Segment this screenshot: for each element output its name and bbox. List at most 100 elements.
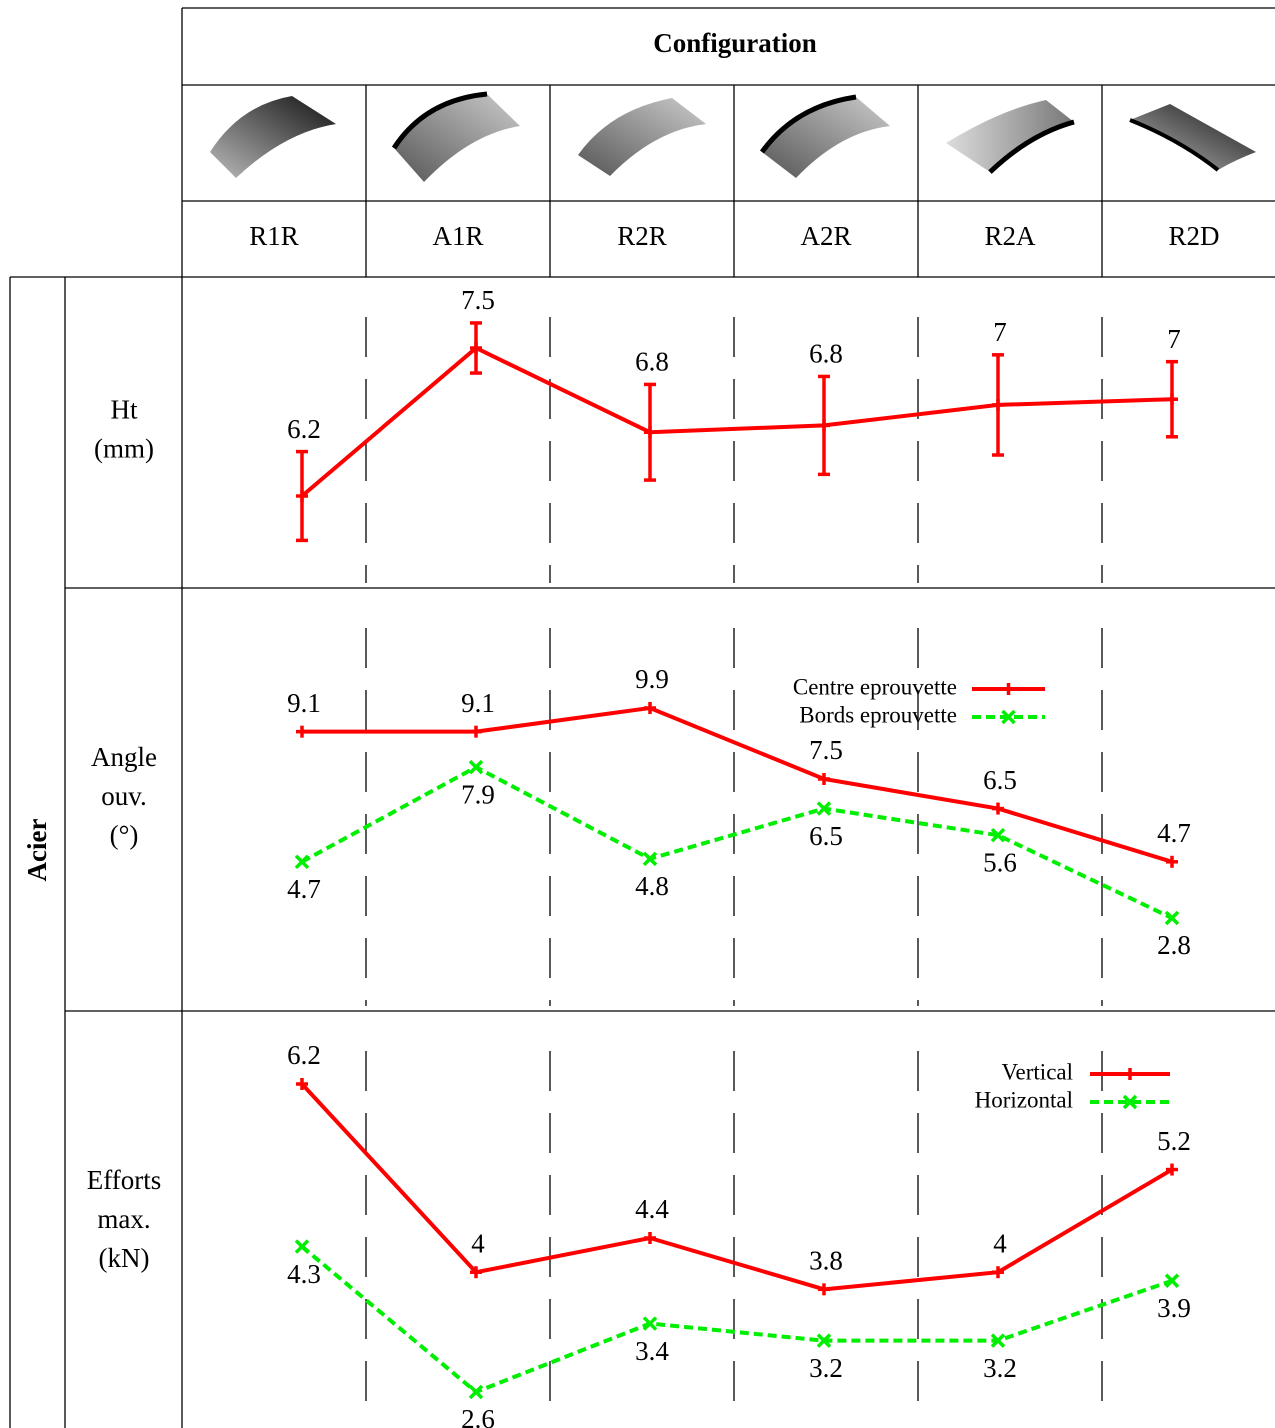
legend-marker [1002,683,1015,695]
data-label: 7 [993,317,1007,347]
marker-stroke [816,801,832,816]
marker [642,1316,658,1331]
data-label: 3.4 [635,1336,669,1366]
data-label: 7.5 [461,285,495,315]
legend-label: Vertical [1001,1059,1073,1084]
data-line [300,1245,1173,1395]
data-line [302,705,1173,864]
configuration-images [210,91,1256,182]
row-label: (°) [110,820,139,850]
data-label: 4 [993,1228,1007,1258]
marker-stroke [642,1316,658,1331]
data-label: 3.9 [1157,1293,1191,1323]
data-label: 4.8 [635,871,669,901]
marker [470,1266,482,1279]
row-label: Efforts [87,1165,162,1195]
marker [990,1333,1006,1348]
marker [1164,1273,1180,1289]
data-label: 9.1 [461,688,495,718]
marker-stroke [816,1333,832,1348]
data-line [301,764,1173,920]
column-label: A1R [432,221,483,251]
marker [816,1333,832,1348]
data-label: 7 [1167,324,1181,354]
column-label: R2D [1168,221,1219,251]
marker [1166,855,1178,868]
data-label: 3.2 [809,1353,843,1383]
marker [296,490,308,502]
marker-stroke [1164,1273,1180,1289]
legend-marker [1122,1094,1138,1110]
data-label: 4.7 [287,874,321,904]
marker [992,1266,1004,1279]
data-label: 4.3 [287,1259,321,1289]
marker-stroke [468,1384,484,1400]
data-label: 4.7 [1157,818,1191,848]
marker-stroke [1122,1094,1138,1110]
marker [470,725,482,738]
marker [294,1239,310,1254]
row-label: ouv. [101,781,147,811]
marker [992,802,1004,815]
data-label: 4.4 [635,1194,669,1224]
column-label: R1R [249,221,299,251]
column-label: A2R [800,221,851,251]
marker [468,1384,484,1400]
marker-stroke [1164,910,1180,926]
marker [642,851,658,867]
marker [1166,393,1178,406]
data-line [300,345,1173,498]
marker [1166,1163,1178,1176]
table-lines [9,7,1275,1428]
data-label: 3.2 [983,1353,1017,1383]
data-label: 5.2 [1157,1126,1191,1156]
marker [818,1283,830,1296]
marker-stroke [990,827,1006,843]
row-label: Ht [111,395,138,425]
legend-label: Horizontal [975,1087,1073,1112]
data-label: 7.9 [461,779,495,809]
marker-stroke [294,1239,310,1254]
legend-marker [1124,1068,1136,1080]
marker [296,1078,308,1090]
data-label: 6.2 [287,414,321,444]
legend-label: Bords eprouvette [799,702,957,727]
marker [468,759,484,775]
marker [644,426,656,439]
data-label: 5.6 [983,847,1017,877]
marker-stroke [468,759,484,775]
column-label: R2A [984,221,1036,251]
legend-label: Centre eprouvette [793,674,957,699]
data-label: 6.5 [809,821,843,851]
data-label: 9.9 [635,664,669,694]
marker-stroke [642,851,658,867]
marker-stroke [1001,709,1016,725]
data-line [300,1082,1174,1292]
group-label: Acier [22,819,52,882]
marker [992,398,1004,411]
data-label: 9.1 [287,688,321,718]
marker-stroke [990,1333,1006,1348]
column-label: R2R [617,221,667,251]
legend-marker [1001,709,1016,725]
marker [294,854,310,870]
data-label: 4 [471,1228,485,1258]
data-label: 6.8 [809,339,843,369]
row-label: (kN) [99,1243,150,1273]
row-label: Angle [91,742,157,772]
data-label: 2.8 [1157,930,1191,960]
marker [816,801,832,816]
marker [818,419,830,432]
row-label: max. [97,1204,150,1234]
marker [818,772,830,785]
marker [296,725,308,738]
data-label: 7.5 [809,735,843,765]
marker [644,702,656,714]
marker-stroke [294,854,310,870]
row-label: (mm) [94,434,154,464]
data-label: 6.2 [287,1040,321,1070]
table-header: Configuration [653,28,817,58]
data-label: 3.8 [809,1246,843,1276]
marker [990,827,1006,843]
